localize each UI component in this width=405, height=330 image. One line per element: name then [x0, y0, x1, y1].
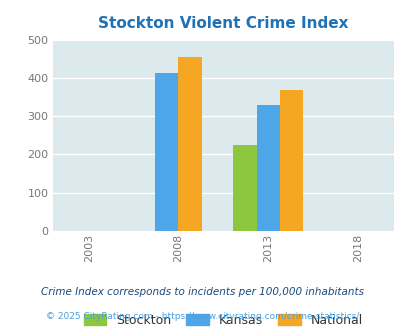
Title: Stockton Violent Crime Index: Stockton Violent Crime Index — [98, 16, 347, 31]
Bar — [155, 73, 178, 231]
Bar — [178, 57, 201, 231]
Legend: Stockton, Kansas, National: Stockton, Kansas, National — [80, 310, 366, 330]
Bar — [232, 145, 256, 231]
Text: Crime Index corresponds to incidents per 100,000 inhabitants: Crime Index corresponds to incidents per… — [41, 287, 364, 297]
Bar — [256, 106, 279, 231]
Text: © 2025 CityRating.com - https://www.cityrating.com/crime-statistics/: © 2025 CityRating.com - https://www.city… — [46, 312, 359, 321]
Bar — [279, 90, 303, 231]
